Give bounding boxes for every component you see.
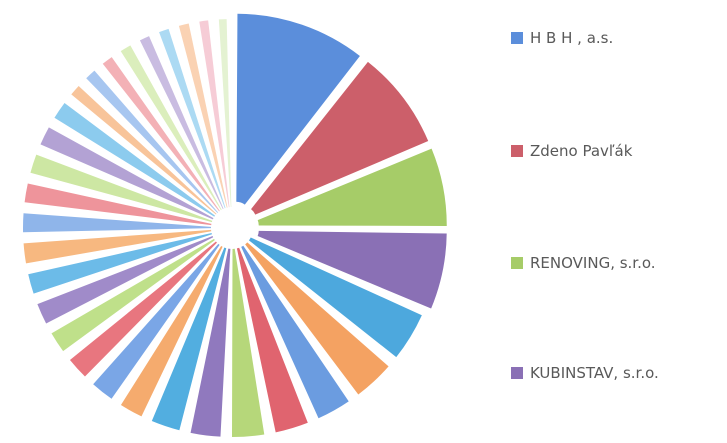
pie-slice bbox=[245, 242, 389, 395]
pie-slice bbox=[139, 36, 224, 210]
pie-slice bbox=[23, 213, 212, 233]
pie-slice bbox=[86, 70, 219, 213]
pie-slice bbox=[51, 238, 215, 352]
pie-slice bbox=[236, 13, 360, 205]
pie-slice bbox=[69, 241, 217, 377]
pie-slice bbox=[178, 23, 228, 208]
pie-slice bbox=[23, 229, 212, 264]
legend-label: Zdeno Pavľák bbox=[530, 142, 633, 160]
pie-slice bbox=[236, 247, 308, 433]
pie-slice bbox=[120, 245, 223, 417]
pie-slice bbox=[151, 247, 227, 431]
pie-slice bbox=[37, 235, 214, 324]
pie-slice bbox=[30, 154, 213, 223]
pie-slices bbox=[23, 13, 447, 437]
legend-label: KUBINSTAV, s.r.o. bbox=[530, 364, 659, 382]
pie-slice bbox=[159, 28, 226, 209]
pie-slice bbox=[248, 237, 422, 358]
pie-slice bbox=[241, 245, 349, 419]
pie-slice bbox=[257, 230, 447, 309]
pie-slice bbox=[251, 61, 429, 215]
pie-slice bbox=[190, 248, 231, 437]
legend: H B H , a.s. Zdeno Pavľák RENOVING, s.r.o.… bbox=[511, 29, 659, 382]
pie-slice bbox=[218, 19, 232, 208]
pie-slice bbox=[40, 127, 214, 220]
pie-slice bbox=[199, 20, 230, 208]
pie-slice bbox=[93, 243, 220, 399]
legend-swatch bbox=[511, 32, 523, 44]
legend-label: H B H , a.s. bbox=[530, 29, 613, 47]
pie-slice bbox=[257, 148, 447, 226]
legend-swatch bbox=[511, 145, 523, 157]
legend-swatch bbox=[511, 257, 523, 269]
pie-slice bbox=[71, 85, 217, 215]
pie-slice bbox=[28, 232, 212, 294]
legend-swatch bbox=[511, 367, 523, 379]
pie-slice bbox=[120, 45, 222, 211]
legend-label: RENOVING, s.r.o. bbox=[530, 254, 656, 272]
pie-slice bbox=[102, 57, 220, 212]
pie-slice bbox=[24, 183, 212, 226]
pie-slice bbox=[231, 248, 265, 437]
pie-slice bbox=[54, 102, 216, 217]
